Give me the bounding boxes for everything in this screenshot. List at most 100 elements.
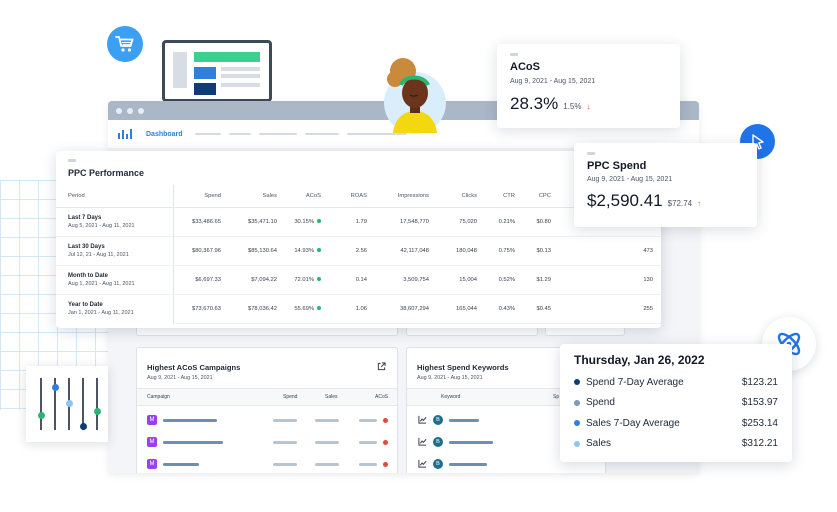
acos-delta: 1.5% xyxy=(563,102,582,111)
keywords-col-spend: Sp xyxy=(553,394,560,400)
drag-handle[interactable] xyxy=(587,152,595,155)
chart-tooltip: Thursday, Jan 26, 2022 Spend 7-Day Avera… xyxy=(560,344,792,462)
cell-extra: 255 xyxy=(559,294,661,324)
slider-knob[interactable] xyxy=(79,423,87,430)
cell-clicks: 15,004 xyxy=(437,265,485,295)
cell-acos: 30.15% xyxy=(285,207,329,237)
tooltip-series-name: Spend 7-Day Average xyxy=(586,376,684,388)
slider-knob[interactable] xyxy=(65,400,73,407)
spend-dates: Aug 9, 2021 - Aug 15, 2021 xyxy=(587,176,673,183)
tooltip-row: Sales 7-Day Average $253.14 xyxy=(574,413,778,434)
table-row[interactable]: Last 30 Days Jul 12, 21 - Aug 11, 2021 $8… xyxy=(56,236,661,266)
cell-impressions: 3,509,754 xyxy=(375,265,437,295)
period-dates: Jan 1, 2021 - Aug 11, 2021 xyxy=(68,309,134,316)
table-row[interactable]: B xyxy=(407,453,605,473)
cell-clicks: 75,020 xyxy=(437,207,485,237)
tooltip-series-name: Spend xyxy=(586,397,615,409)
table-row[interactable]: M xyxy=(137,409,397,431)
col-impressions: Impressions xyxy=(375,185,437,208)
arrow-down-icon: ↓ xyxy=(586,102,591,111)
cell-ctr: 0.43% xyxy=(485,294,523,324)
tooltip-title: Thursday, Jan 26, 2022 xyxy=(574,353,705,367)
chart-icon[interactable] xyxy=(418,459,427,468)
campaign-badge: M xyxy=(147,415,157,425)
slider-knob[interactable] xyxy=(93,408,101,415)
chart-icon[interactable] xyxy=(418,415,427,424)
slider-knob[interactable] xyxy=(37,412,45,419)
cell-spend: $80,367.96 xyxy=(173,236,229,266)
cell-impressions: 38,607,294 xyxy=(375,294,437,324)
acos-value: 28.3% xyxy=(510,94,559,113)
tooltip-row: Spend $153.97 xyxy=(574,393,778,414)
cell-clicks: 165,044 xyxy=(437,294,485,324)
slider-knob[interactable] xyxy=(51,384,59,391)
cell-impressions: 17,548,770 xyxy=(375,207,437,237)
cell-acos: 72.01% xyxy=(285,265,329,295)
col-sales: Sales xyxy=(229,185,285,208)
cell-acos: 55.69% xyxy=(285,294,329,324)
cell-roas: 0.14 xyxy=(329,265,375,295)
tooltip-row: Spend 7-Day Average $123.21 xyxy=(574,372,778,393)
cell-extra: 130 xyxy=(559,265,661,295)
legend-swatch xyxy=(574,440,580,447)
table-row[interactable]: B xyxy=(407,409,605,431)
campaigns-panel: Highest ACoS Campaigns Aug 9, 2021 - Aug… xyxy=(136,347,398,473)
acos-card: ACoS Aug 9, 2021 - Aug 15, 2021 28.3% 1.… xyxy=(497,44,680,128)
cell-spend: $6,697.33 xyxy=(173,265,229,295)
keyword-badge: B xyxy=(433,415,443,425)
cell-cpc: $0.80 xyxy=(523,207,559,237)
cell-roas: 2.56 xyxy=(329,236,375,266)
table-row[interactable]: M xyxy=(137,431,397,453)
cell-cpc: $1.29 xyxy=(523,265,559,295)
keywords-dates: Aug 9, 2021 - Aug 15, 2021 xyxy=(417,375,483,381)
col-period: Period xyxy=(56,185,174,208)
period-dates: Jul 12, 21 - Aug 11, 2021 xyxy=(68,251,129,258)
spend-title: PPC Spend xyxy=(587,160,647,172)
keyword-badge: B xyxy=(433,437,443,447)
external-link-icon[interactable] xyxy=(377,362,386,371)
app-logo-icon xyxy=(118,129,132,139)
acos-value: 30.15% xyxy=(294,218,314,225)
table-row[interactable]: Last 7 Days Aug 5, 2021 - Aug 11, 2021 $3… xyxy=(56,207,661,237)
ppc-table: Period Spend Sales ACoS ROAS Impressions… xyxy=(56,185,661,324)
campaigns-col-sales: Sales xyxy=(325,394,338,400)
cell-sales: $7,094.22 xyxy=(229,265,285,295)
period-name: Month to Date xyxy=(68,272,108,279)
cell-cpc: $0.45 xyxy=(523,294,559,324)
tooltip-row: Sales $312.21 xyxy=(574,434,778,455)
tooltip-series-value: $253.14 xyxy=(741,417,778,429)
acos-value: 14.93% xyxy=(294,247,314,254)
chart-icon[interactable] xyxy=(418,437,427,446)
arrow-up-icon: ↑ xyxy=(697,199,702,208)
cell-extra: 473 xyxy=(559,236,661,266)
table-row[interactable]: B xyxy=(407,431,605,453)
ppc-title: PPC Performance xyxy=(68,168,145,178)
status-dot xyxy=(317,247,321,252)
tooltip-series-value: $312.21 xyxy=(741,438,778,450)
table-row[interactable]: Year to Date Jan 1, 2021 - Aug 11, 2021 $… xyxy=(56,294,661,324)
legend-swatch xyxy=(574,399,580,406)
spend-value: $2,590.41 xyxy=(587,191,663,210)
avatar xyxy=(384,58,446,134)
spend-delta: $72.74 xyxy=(667,199,693,208)
campaigns-col-campaign: Campaign xyxy=(147,394,170,400)
drag-handle[interactable] xyxy=(510,53,518,56)
acos-dates: Aug 9, 2021 - Aug 15, 2021 xyxy=(510,78,596,85)
nav-dashboard-link[interactable]: Dashboard xyxy=(146,130,183,138)
drag-handle[interactable] xyxy=(68,159,76,162)
cell-ctr: 0.75% xyxy=(485,236,523,266)
col-acos: ACoS xyxy=(285,185,329,208)
period-dates: Aug 5, 2021 - Aug 11, 2021 xyxy=(68,222,135,229)
cell-roas: 1.79 xyxy=(329,207,375,237)
col-roas: ROAS xyxy=(329,185,375,208)
monitor-illustration xyxy=(162,40,272,102)
tooltip-series-value: $153.97 xyxy=(741,397,778,409)
campaigns-dates: Aug 9, 2021 - Aug 15, 2021 xyxy=(147,375,213,381)
table-row[interactable]: M xyxy=(137,453,397,473)
ppc-performance-card: PPC Performance Period Spend Sales ACoS … xyxy=(56,151,661,328)
cart-icon xyxy=(115,36,134,52)
status-dot xyxy=(317,218,321,223)
cell-ctr: 0.52% xyxy=(485,265,523,295)
table-row[interactable]: Month to Date Aug 1, 2021 - Aug 11, 2021 … xyxy=(56,265,661,295)
